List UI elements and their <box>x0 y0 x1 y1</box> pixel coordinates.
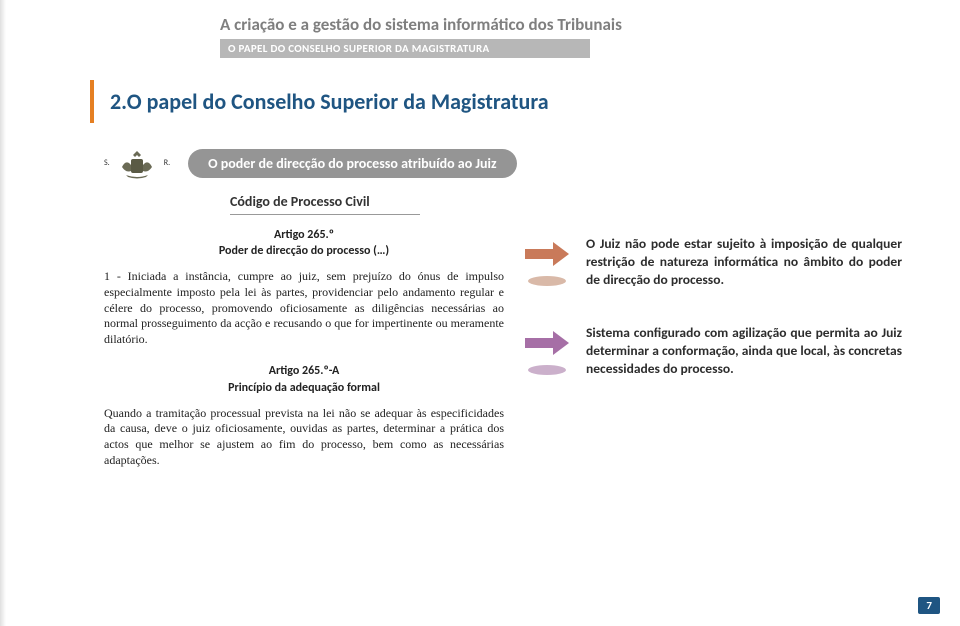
arrow-icon <box>523 328 571 358</box>
artigo-subtitle-2: Princípio da adequação formal <box>104 380 504 396</box>
cpc-underline <box>230 214 420 215</box>
emblem-s: S. <box>104 158 110 168</box>
emblem: S. R. <box>104 147 170 179</box>
page-header: A criação e a gestão do sistema informát… <box>0 0 960 58</box>
arrow-shadow-icon <box>527 275 567 287</box>
emblem-r: R. <box>164 158 170 168</box>
arrow-1 <box>522 235 572 287</box>
left-column: Artigo 265.º Poder de direcção do proces… <box>104 227 504 468</box>
cpc-title: Código de Processo Civil <box>230 193 960 210</box>
content-columns: Artigo 265.º Poder de direcção do proces… <box>104 227 960 468</box>
page-number: 7 <box>918 597 940 614</box>
artigo-number-2: Artigo 265.º-A <box>104 363 504 379</box>
arrow-icon <box>523 239 571 269</box>
info-text-2: Sistema configurado com agilização que p… <box>586 324 902 379</box>
artigo-265-heading: Artigo 265.º Poder de direcção do proces… <box>104 227 504 259</box>
cpc-heading: Código de Processo Civil <box>230 193 960 215</box>
para-2: Quando a tramitação processual prevista … <box>104 406 504 468</box>
header-subtitle: O PAPEL DO CONSELHO SUPERIOR DA MAGISTRA… <box>220 39 590 58</box>
info-row-1: O Juiz não pode estar sujeito à imposiçã… <box>522 235 902 290</box>
artigo-265a-heading: Artigo 265.º-A Princípio da adequação fo… <box>104 363 504 395</box>
artigo-subtitle: Poder de direcção do processo (…) <box>104 243 504 259</box>
info-text-1: O Juiz não pode estar sujeito à imposiçã… <box>586 235 902 290</box>
coat-of-arms-icon <box>116 147 158 179</box>
subsection-pill: O poder de direcção do processo atribuíd… <box>188 149 516 178</box>
para-1: 1 - Iniciada a instância, cumpre ao juiz… <box>104 269 504 347</box>
header-title: A criação e a gestão do sistema informát… <box>220 14 960 35</box>
arrow-shadow-icon <box>527 364 567 376</box>
accent-bar <box>90 80 94 123</box>
info-row-2: Sistema configurado com agilização que p… <box>522 324 902 379</box>
emblem-row: S. R. O poder de direcção do processo at… <box>104 147 960 179</box>
section-title-block: 2.O papel do Conselho Superior da Magist… <box>90 80 960 123</box>
right-column: O Juiz não pode estar sujeito à imposiçã… <box>522 227 902 468</box>
section-title: 2.O papel do Conselho Superior da Magist… <box>110 80 549 123</box>
arrow-2 <box>522 324 572 376</box>
artigo-number: Artigo 265.º <box>104 227 504 243</box>
left-shadow <box>0 0 6 626</box>
